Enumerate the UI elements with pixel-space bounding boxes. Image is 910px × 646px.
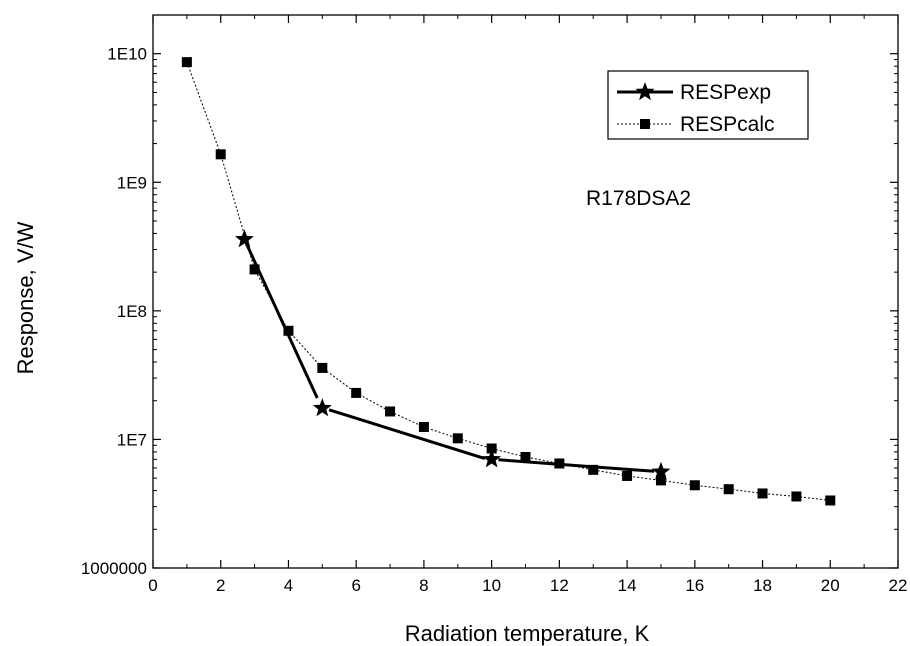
respcalc-point xyxy=(757,488,768,499)
legend-item-respexp: RESPexp xyxy=(617,81,771,104)
respcalc-point xyxy=(622,470,633,481)
respcalc-point xyxy=(791,491,802,502)
series-line-respcalc xyxy=(186,61,831,501)
respcalc-point xyxy=(655,475,666,486)
respexp-point xyxy=(312,398,332,417)
y-tick-label: 1E8 xyxy=(117,302,147,321)
respcalc-point xyxy=(215,149,226,160)
x-tick-label: 2 xyxy=(216,576,225,595)
x-tick-label: 22 xyxy=(889,576,908,595)
series-line-respexp xyxy=(498,458,655,473)
x-axis: 0 2 4 6 8 10 12 14 16 18 20 22 xyxy=(148,15,907,595)
respexp-point xyxy=(651,461,671,480)
y-axis-title: Response, V/W xyxy=(13,221,38,374)
respexp-point xyxy=(482,449,502,468)
x-tick-label: 18 xyxy=(753,576,772,595)
x-tick-label: 16 xyxy=(685,576,704,595)
respcalc-point xyxy=(452,433,463,444)
y-axis: 1000000 1E7 1E8 1E9 1E10 xyxy=(81,14,898,578)
x-tick-label: 20 xyxy=(821,576,840,595)
y-tick-label: 1E7 xyxy=(117,430,147,449)
respcalc-point xyxy=(418,421,429,432)
respcalc-point xyxy=(588,464,599,475)
x-tick-label: 10 xyxy=(482,576,501,595)
respcalc-point xyxy=(825,495,836,506)
legend-marker-respcalc xyxy=(640,119,650,129)
legend-label-respcalc: RESPcalc xyxy=(680,113,775,136)
respcalc-point xyxy=(351,387,362,398)
respcalc-point xyxy=(689,480,700,491)
respcalc-point xyxy=(520,451,531,462)
respcalc-point xyxy=(723,484,734,495)
x-tick-label: 14 xyxy=(618,576,637,595)
x-axis-title: Radiation temperature, K xyxy=(405,621,650,646)
respexp-point xyxy=(234,229,254,248)
respcalc-point xyxy=(249,264,260,275)
x-tick-label: 12 xyxy=(550,576,569,595)
legend: RESPexp RESPcalc xyxy=(607,70,809,140)
series-layer xyxy=(181,57,836,506)
chart-annotation: R178DSA2 xyxy=(586,187,691,210)
legend-marker-respexp xyxy=(635,82,655,101)
respcalc-point xyxy=(283,325,294,336)
legend-item-respcalc: RESPcalc xyxy=(617,113,775,136)
respcalc-point xyxy=(486,443,497,454)
series-line-respexp xyxy=(243,238,319,399)
y-tick-label: 1000000 xyxy=(81,559,147,578)
respcalc-point xyxy=(181,57,192,68)
legend-label-respexp: RESPexp xyxy=(680,81,771,104)
y-tick-label: 1E10 xyxy=(107,45,147,64)
y-tick-label: 1E9 xyxy=(117,173,147,192)
x-tick-label: 4 xyxy=(284,576,293,595)
series-line-respexp xyxy=(328,408,486,460)
respcalc-point xyxy=(317,362,328,373)
respcalc-point xyxy=(385,406,396,417)
x-tick-label: 8 xyxy=(419,576,428,595)
x-tick-label: 6 xyxy=(351,576,360,595)
x-tick-label: 0 xyxy=(148,576,157,595)
